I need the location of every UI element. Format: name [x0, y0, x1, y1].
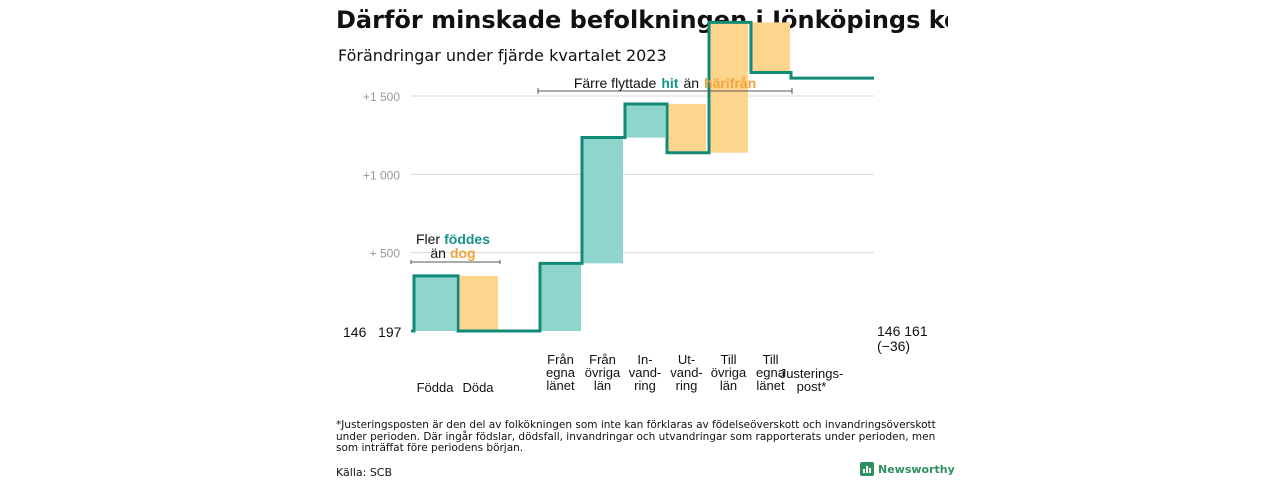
births-annotation-line1: Fler föddes: [416, 231, 490, 247]
x-label-6-3: ring: [676, 378, 698, 393]
bar-1: [414, 275, 456, 331]
bar-8: [751, 22, 790, 73]
x-label-7-3: län: [720, 378, 737, 393]
y-tick-label-1500: +1 500: [363, 90, 400, 104]
births-annotation-text-an: än: [430, 245, 446, 261]
x-label-3-2: egna: [546, 365, 576, 380]
brand-text: Newsworthy: [878, 462, 955, 476]
migration-annotation-hl-harifran: härifrån: [704, 75, 756, 91]
x-label-5-3: ring: [634, 378, 656, 393]
waterfall-chart: + 500+1 000+1 500 Födda DödaFrånegnalänet…: [343, 20, 928, 395]
x-label-6-2: vand-: [670, 365, 703, 380]
chart-subtitle: Förändringar under fjärde kvartalet 2023: [338, 46, 667, 65]
x-label-8-1: Till: [762, 352, 778, 367]
births-annotation-line2: än dog: [430, 245, 475, 261]
baseline-label: 146 197: [343, 324, 402, 340]
bars-layer: [414, 22, 790, 331]
step-line-layer: [411, 20, 874, 333]
footnote: *Justeringsposten är den del av folkökni…: [336, 419, 936, 454]
x-label-4-3: län: [594, 378, 611, 393]
x-label-9-1: Justerings-: [780, 366, 844, 381]
migration-annotation-text: Färre flyttade hit än härifrån: [574, 75, 756, 91]
x-label-8-3: länet: [756, 378, 785, 393]
source-label: Källa: SCB: [336, 466, 393, 479]
migration-annotation: Färre flyttade hit än härifrån: [537, 75, 793, 94]
x-label-9-2: post*: [797, 379, 827, 394]
migration-annotation-mid: än: [683, 75, 699, 91]
migration-annotation-hl-hit: hit: [661, 75, 678, 91]
bar-2: [458, 275, 498, 331]
bar-4: [582, 137, 623, 264]
x-label-6-1: Ut-: [678, 352, 695, 367]
births-annotation: Fler föddes än dog: [410, 231, 501, 264]
x-label-8-2: egna: [756, 365, 786, 380]
end-value-label: 146 161: [877, 323, 928, 339]
brand: Newsworthy: [860, 462, 955, 476]
labels-layer: Födda DödaFrånegnalänetFrånövrigalänIn-va…: [417, 352, 844, 395]
births-annotation-hl-dog: dog: [450, 245, 476, 261]
bar-7: [709, 22, 748, 153]
grid-layer: + 500 +1 000 +1 500: [363, 90, 874, 261]
cumulative-step-line: [411, 20, 874, 333]
newsworthy-logo-icon: [860, 462, 874, 476]
x-label-3-3: länet: [546, 378, 575, 393]
migration-annotation-bracket: [537, 88, 793, 94]
y-tick-label-1000: +1 000: [363, 168, 400, 182]
x-label-7-2: övriga: [711, 365, 747, 380]
x-label-5-2: vand-: [629, 365, 662, 380]
births-annotation-hl-foddes: föddes: [444, 231, 490, 247]
x-label-4-1: Från: [589, 352, 616, 367]
births-annotation-text-fler: Fler: [416, 231, 440, 247]
bar-3: [540, 263, 581, 331]
x-label-7-1: Till: [720, 352, 736, 367]
bar-6: [667, 103, 706, 153]
x-label-1-1: Födda: [417, 380, 455, 395]
chart-title: Därför minskade befolkningen i Jönköping…: [336, 6, 948, 34]
x-label-4-2: övriga: [585, 365, 621, 380]
births-annotation-bracket: [410, 260, 501, 264]
end-change-label: (−36): [877, 338, 910, 354]
y-tick-label-500: + 500: [370, 247, 401, 261]
migration-annotation-prefix: Färre flyttade: [574, 75, 657, 91]
x-label-2-1: Döda: [462, 380, 494, 395]
x-label-5-1: In-: [637, 352, 652, 367]
bar-5: [625, 103, 665, 138]
x-label-3-1: Från: [547, 352, 574, 367]
